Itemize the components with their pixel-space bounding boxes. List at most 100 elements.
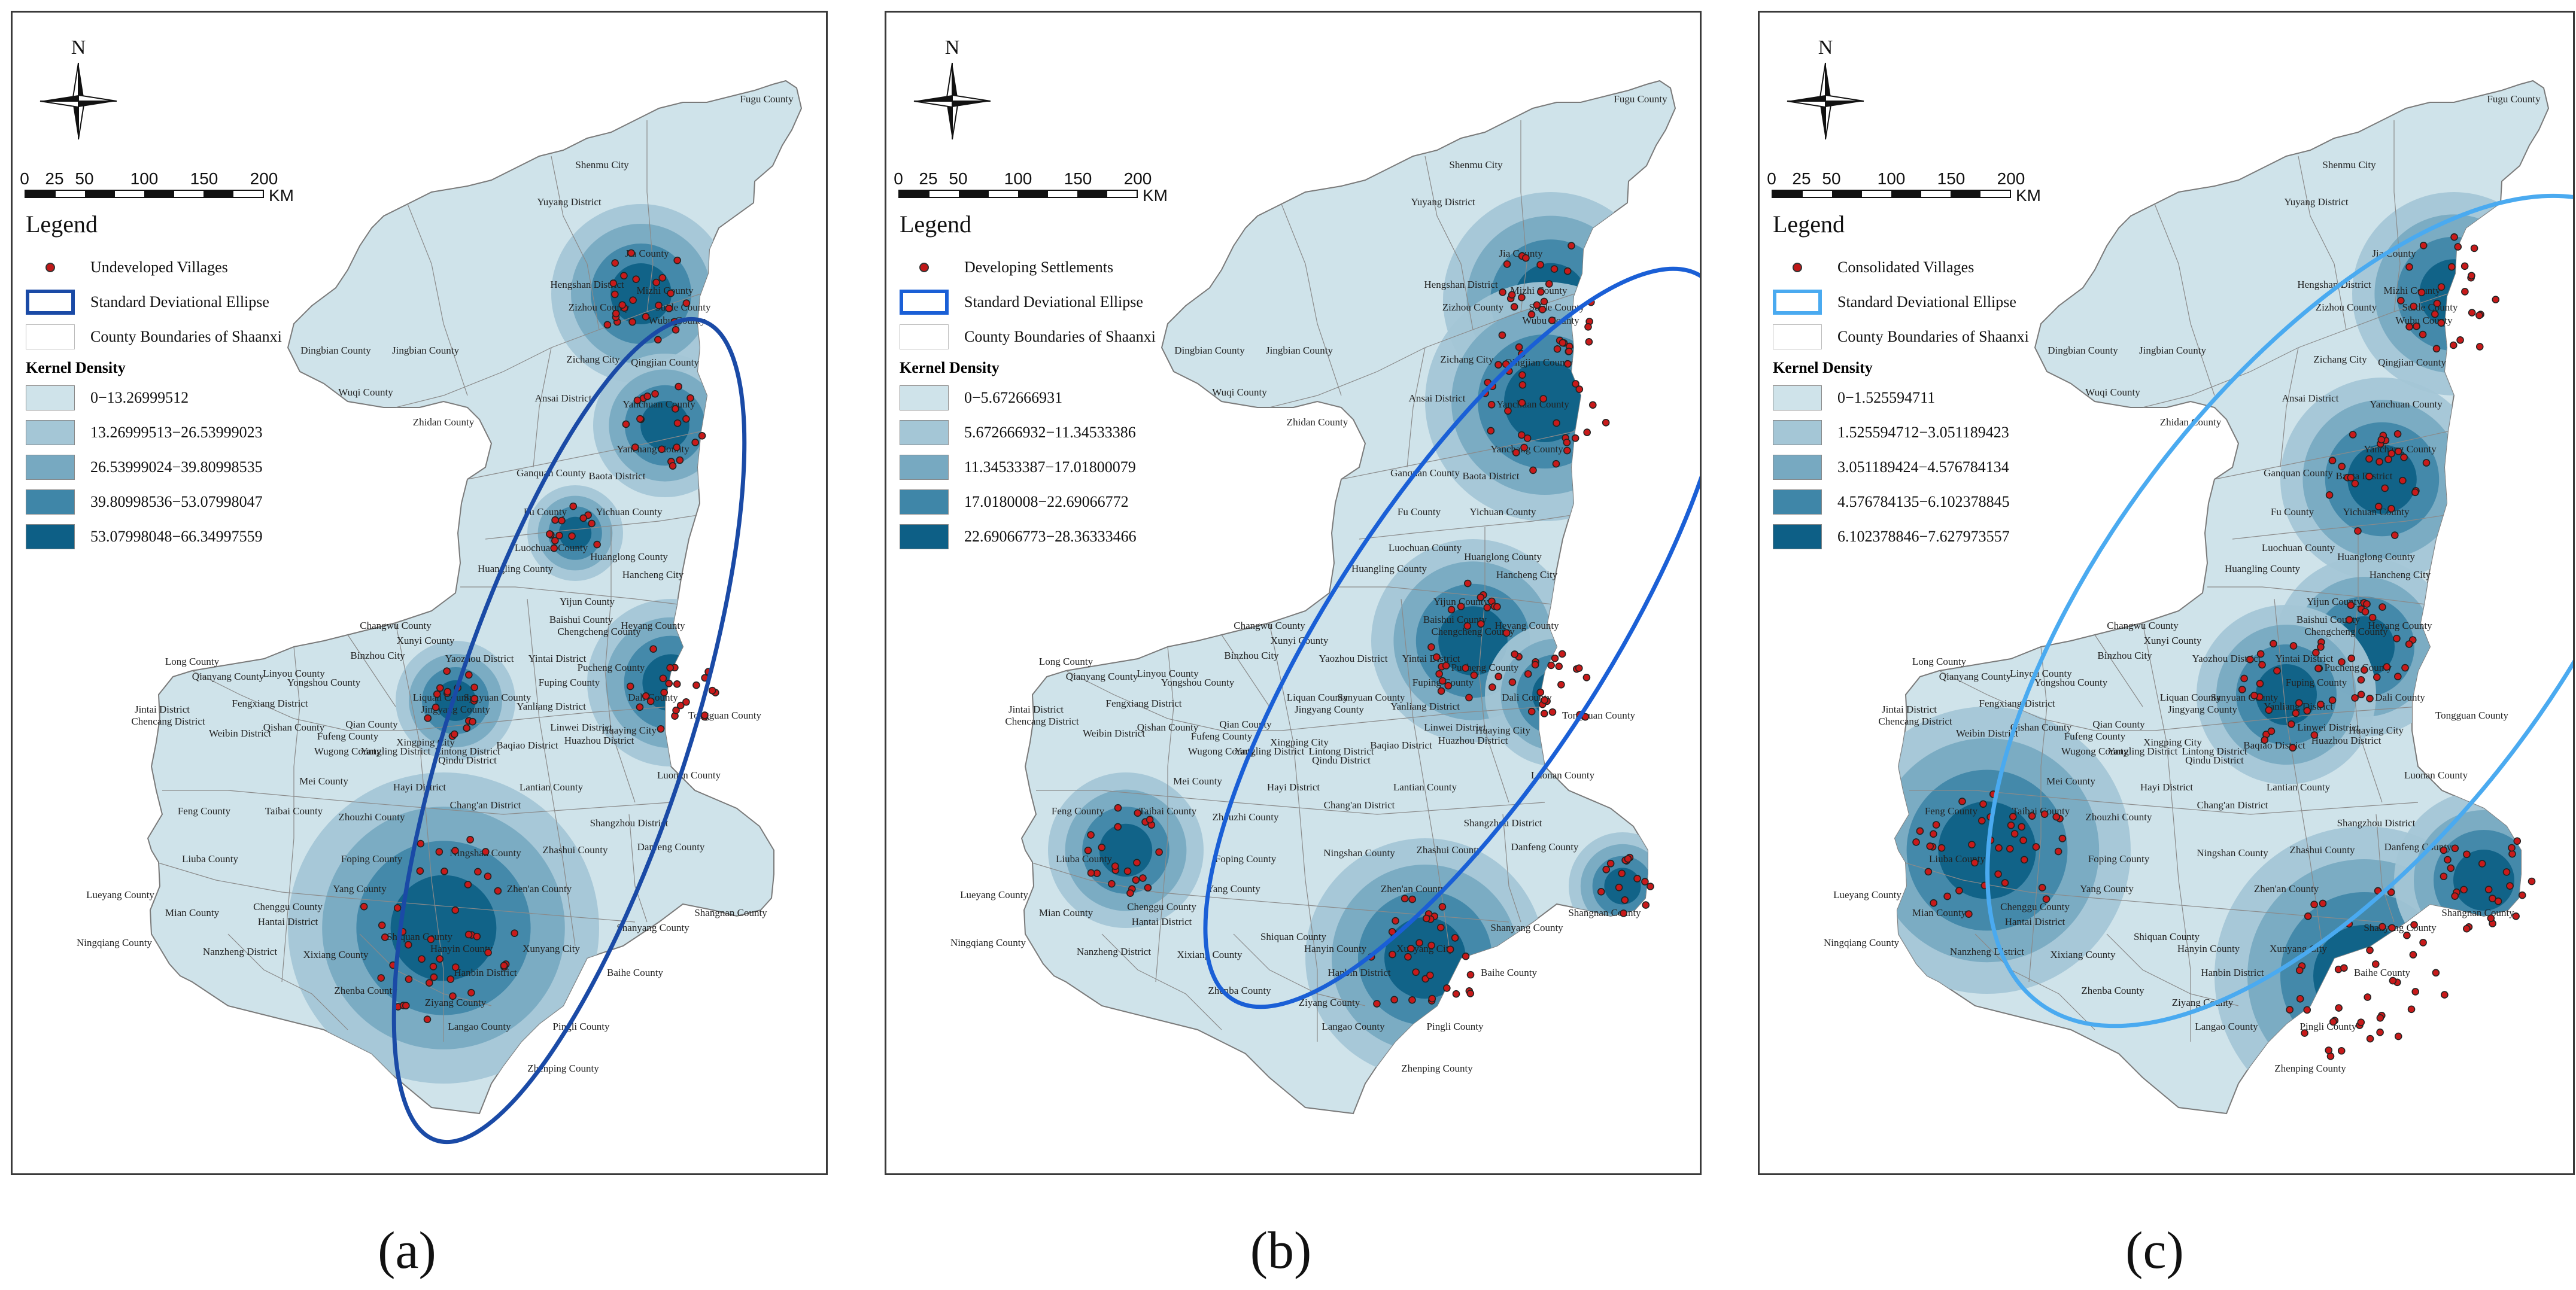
village-point [2450, 341, 2457, 349]
village-point [1144, 884, 1152, 892]
village-point [2337, 1046, 2346, 1055]
place-label: Fengxiang District [1105, 698, 1181, 709]
ellipse-symbol-icon [900, 290, 949, 315]
village-point [2390, 531, 2399, 539]
village-point [2378, 923, 2386, 931]
village-point [2058, 835, 2067, 842]
scale-tick: 100 [130, 169, 159, 188]
village-point [2357, 676, 2365, 684]
legend-boundary-row: County Boundaries of Shaanxi [26, 320, 385, 354]
village-point [558, 516, 566, 525]
village-point [2387, 888, 2395, 896]
legend-points-row: Consolidated Villages [1773, 250, 2132, 285]
village-point [2052, 813, 2061, 821]
village-point [1924, 868, 1933, 876]
legend-class-row: 0−13.26999512 [26, 381, 385, 415]
village-point [1465, 693, 1473, 702]
village-point [433, 690, 441, 698]
place-label: Yanchuan County [1496, 398, 1569, 410]
place-label: Wugong County [1188, 746, 1256, 757]
legend-class-row: 11.34533387−17.01800079 [900, 450, 1259, 485]
village-point [1565, 348, 1573, 355]
legend-class-range: 13.26999513−26.53999023 [90, 424, 263, 441]
place-label: Dingbian County [1174, 345, 1245, 356]
place-label: Danfeng County [1511, 841, 1579, 853]
place-label: Mei County [2046, 775, 2095, 787]
place-label: Zhen'an County [2254, 883, 2319, 895]
village-point [1443, 984, 1451, 992]
place-label: Zhenping County [527, 1063, 599, 1074]
village-point [1615, 883, 1623, 892]
place-label: Heyang County [2368, 620, 2432, 631]
village-point [667, 289, 675, 297]
village-point [1563, 446, 1571, 455]
scale-tick: 25 [919, 169, 938, 188]
village-point [1114, 823, 1122, 831]
place-label: Long County [1912, 656, 1967, 667]
place-label: Lueyang County [960, 889, 1028, 900]
village-point [1098, 843, 1106, 851]
place-label: Hayi District [393, 781, 446, 793]
village-point [555, 531, 563, 540]
boundary-symbol-icon [900, 324, 949, 349]
place-label: Yongshou County [1161, 677, 1235, 688]
legend-ellipse-row: Standard Deviational Ellipse [26, 285, 385, 320]
settlement-points [1084, 242, 1654, 1008]
village-point [2347, 473, 2355, 482]
class-swatch [1773, 455, 1822, 480]
village-point [550, 544, 558, 552]
place-label: Zhashui County [542, 844, 608, 856]
place-label: Luonan County [2404, 769, 2468, 781]
village-point [451, 906, 460, 914]
place-label: Yaozhou District [445, 653, 514, 664]
village-point [2366, 1035, 2374, 1043]
place-label: Zhouzhi County [2086, 811, 2152, 823]
village-point [1412, 968, 1420, 976]
scale-tick: 100 [1877, 169, 1906, 188]
class-swatch [1773, 420, 1822, 445]
village-point [2387, 504, 2395, 513]
village-point [2328, 696, 2337, 704]
village-point [482, 848, 490, 856]
place-label: Lintong District [435, 746, 500, 757]
village-point [1968, 841, 1976, 848]
place-label: Lueyang County [86, 889, 154, 900]
place-label: Fufeng County [317, 731, 379, 742]
village-point [672, 706, 680, 714]
village-point [2335, 1004, 2343, 1012]
legend-class-row: 26.53999024−39.80998535 [26, 450, 385, 485]
village-point [2238, 686, 2246, 693]
village-point [2447, 864, 2455, 872]
village-point [1442, 662, 1450, 670]
place-label: Qian County [2092, 719, 2145, 730]
village-point [2518, 891, 2526, 899]
village-point [2388, 924, 2396, 932]
village-point [500, 962, 508, 970]
settlement-points [360, 249, 719, 1023]
scale-tick: 50 [1822, 169, 1841, 188]
density-band [2347, 445, 2417, 514]
place-label: Hantai District [1132, 916, 1192, 927]
place-label: Yintai District [2276, 653, 2334, 664]
place-label: Wugong County [2061, 746, 2129, 757]
village-point [474, 868, 482, 876]
village-point [464, 881, 472, 889]
village-point [1538, 306, 1547, 314]
point-symbol-icon [919, 263, 929, 272]
village-point [1912, 838, 1920, 846]
place-label: Liquan County [2160, 692, 2222, 703]
village-point [676, 456, 684, 464]
place-label: Changwu County [360, 620, 432, 631]
legend-ellipse-label: Standard Deviational Ellipse [1837, 293, 2016, 311]
place-label: Jintai District [1882, 704, 1937, 715]
place-label: Weibin District [209, 728, 271, 739]
village-point [1548, 317, 1556, 324]
place-label: Zichang City [1440, 354, 1494, 365]
place-label: Linyou County [1137, 668, 1199, 679]
village-point [2314, 664, 2322, 673]
village-point [2303, 1006, 2311, 1014]
place-label: Shiquan County [1260, 931, 1327, 942]
village-point [2319, 899, 2327, 908]
village-point [1389, 950, 1396, 959]
place-label: Zichang City [2313, 354, 2367, 365]
